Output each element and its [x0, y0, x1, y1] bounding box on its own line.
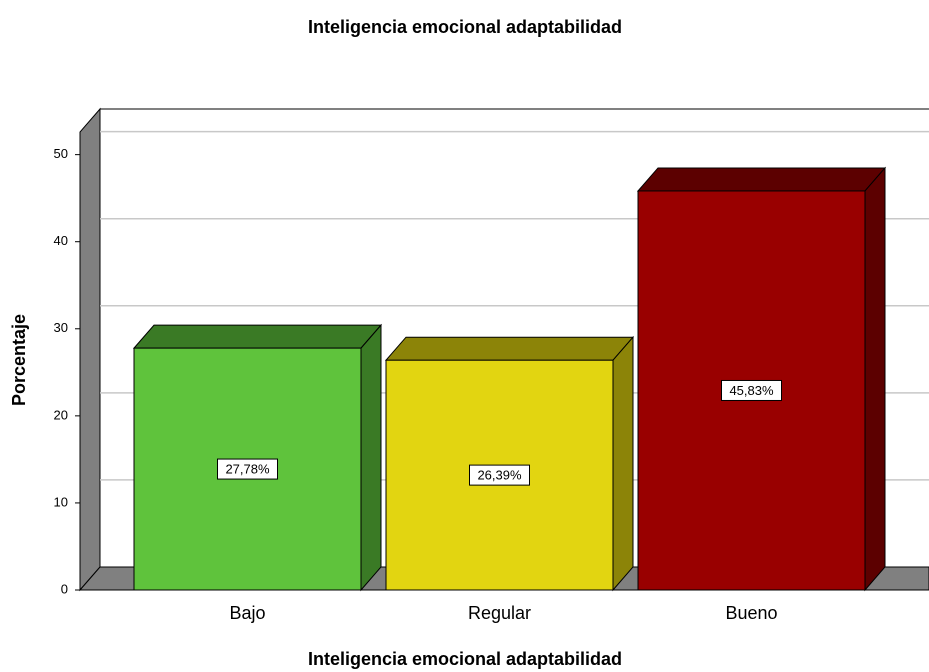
value-label: 26,39%: [477, 468, 522, 483]
value-label: 27,78%: [225, 461, 270, 476]
bar-side: [360, 323, 382, 592]
value-label-box: [217, 458, 278, 480]
chart-title: Inteligencia emocional adaptabilidad: [308, 17, 622, 37]
value-label-box: [469, 464, 530, 486]
bar-top: [636, 167, 887, 192]
left-wall: [79, 107, 101, 592]
y-tick-label: 30: [54, 320, 68, 335]
y-tick-label: 20: [54, 407, 68, 422]
x-tick-label: Bajo: [229, 603, 265, 623]
y-tick-label: 10: [54, 494, 68, 509]
y-axis-title: Porcentaje: [9, 314, 29, 406]
bar-top: [132, 324, 383, 349]
value-label: 45,83%: [729, 383, 774, 398]
x-axis-title: Inteligencia emocional adaptabilidad: [308, 649, 622, 669]
bar-side: [864, 166, 886, 592]
y-tick-label: 40: [54, 233, 68, 248]
y-tick-label: 0: [61, 581, 68, 596]
bar-side: [612, 335, 634, 592]
value-label-box: [721, 379, 782, 401]
x-tick-label: Regular: [468, 603, 531, 623]
y-tick-label: 50: [54, 146, 68, 161]
x-tick-label: Bueno: [725, 603, 777, 623]
bar-top: [384, 336, 635, 361]
